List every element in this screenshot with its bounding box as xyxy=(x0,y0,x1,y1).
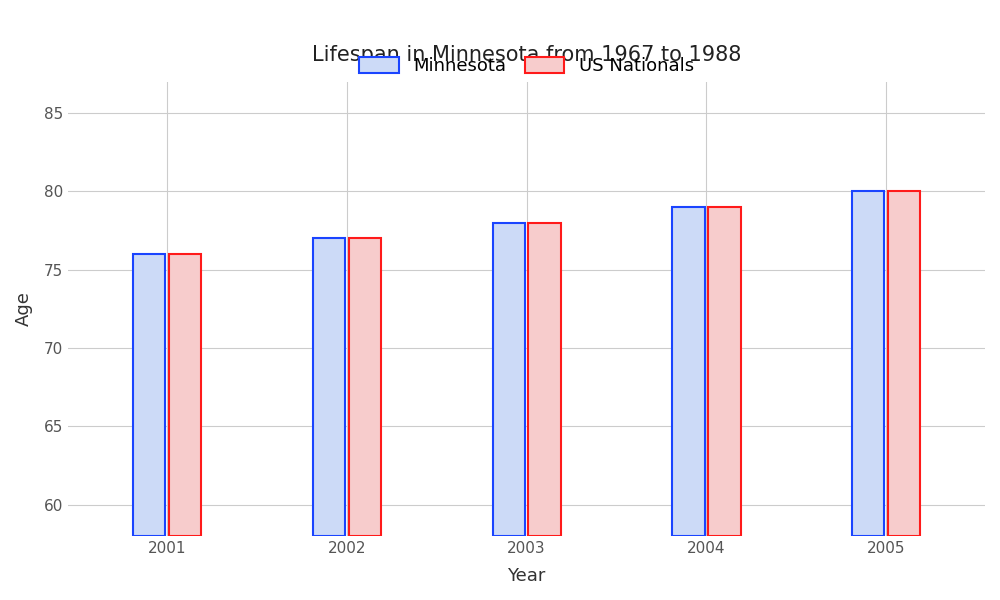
Bar xyxy=(672,207,705,536)
Title: Lifespan in Minnesota from 1967 to 1988: Lifespan in Minnesota from 1967 to 1988 xyxy=(312,45,741,65)
Bar xyxy=(528,223,561,536)
Bar xyxy=(133,254,165,536)
Bar xyxy=(169,254,201,536)
Bar xyxy=(493,223,525,536)
Bar xyxy=(313,238,345,536)
Y-axis label: Age: Age xyxy=(15,292,33,326)
Legend: Minnesota, US Nationals: Minnesota, US Nationals xyxy=(352,50,701,83)
X-axis label: Year: Year xyxy=(507,567,546,585)
Bar xyxy=(708,207,741,536)
Bar xyxy=(888,191,920,536)
Bar xyxy=(852,191,884,536)
Bar xyxy=(349,238,381,536)
